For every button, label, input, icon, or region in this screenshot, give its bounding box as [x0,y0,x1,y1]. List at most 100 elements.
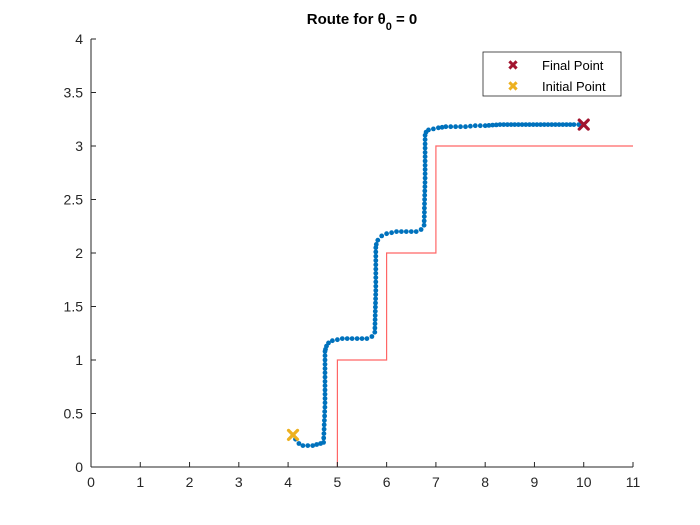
endpoint-markers-layer [286,118,590,441]
route-point [576,122,582,127]
route-point [422,162,428,168]
route-points-layer [290,122,587,448]
route-point [541,122,547,127]
x-tick-label: 9 [531,474,539,490]
route-point [523,122,529,127]
x-tick-label: 3 [235,474,243,490]
route-point [389,230,394,236]
route-point [422,171,428,177]
route-point [567,122,573,127]
y-tick-label: 2 [75,245,83,261]
route-point [321,422,327,428]
legend-entry-initial: ✖ Initial Point [507,78,606,94]
route-point [322,396,328,401]
route-point [421,222,427,228]
y-tick-label: 0.5 [64,406,84,422]
route-point [422,167,428,172]
x-tick-label: 2 [186,474,194,490]
route-point [322,370,328,376]
route-point [373,283,379,289]
route-point [512,122,518,127]
route-point [373,262,379,268]
y-tick-label: 3 [75,138,83,154]
route-point [422,150,428,155]
plot-area [91,39,633,467]
x-tick-label: 7 [432,474,440,490]
route-point [322,374,328,380]
route-point [322,418,327,423]
route-point [373,253,379,259]
route-point [422,184,428,190]
route-point [527,122,532,127]
route-point [372,317,378,323]
route-point [322,400,328,406]
y-tick-label: 1 [75,352,83,368]
route-point [448,124,454,130]
route-point [322,353,328,359]
route-point [422,137,428,143]
route-point [560,122,566,127]
route-point [422,205,427,211]
route-point [436,125,441,131]
final-point-marker [577,118,590,131]
route-point [322,413,327,419]
route-point [379,233,385,239]
route-point [422,154,428,160]
route-point [296,441,302,446]
route-point [486,123,492,128]
route-point [472,123,478,129]
route-point [321,431,327,436]
route-point [422,145,428,151]
route-point [314,442,320,447]
route-point [373,288,379,293]
legend: ✖ Final Point ✖ Initial Point [482,51,622,97]
route-point [443,124,449,130]
x-tick-label: 10 [576,474,592,490]
route-point [422,141,428,147]
route-point [372,308,378,314]
legend-entry-final: ✖ Final Point [507,57,604,73]
route-point [453,124,458,130]
route-point [373,242,379,247]
legend-final-label: Final Point [542,58,604,73]
route-point [439,124,445,130]
route-point [349,336,355,341]
legend-initial-label: Initial Point [542,79,606,94]
route-point [530,122,536,127]
x-tick-label: 5 [333,474,341,490]
route-point [373,300,378,306]
route-point [300,443,306,448]
route-point [375,237,381,243]
route-point [413,229,419,235]
route-point [321,440,326,445]
route-point [553,122,558,127]
route-point [322,357,328,363]
route-point [373,292,379,297]
route-point [422,188,428,194]
route-point [305,443,311,448]
route-point [372,325,378,331]
route-point [394,229,399,235]
x-ticks: 0 1 2 3 4 5 6 7 8 9 10 11 [87,462,640,490]
chart-title-main: Route for θ [307,11,386,28]
route-point [431,126,436,132]
route-point [335,337,340,343]
route-point [372,313,378,318]
route-point [322,361,328,367]
route-point [564,122,569,127]
route-point [373,266,379,272]
route-point [364,336,370,341]
route-point [322,404,328,410]
route-point [321,426,327,432]
route-point [359,336,365,341]
route-point [534,122,540,127]
route-point [538,122,543,127]
route-point [490,122,495,128]
route-point [322,379,328,384]
route-point [422,201,427,207]
x-tick-label: 1 [136,474,144,490]
route-point [322,366,328,371]
reference-path [336,145,633,467]
route-point [344,336,350,341]
